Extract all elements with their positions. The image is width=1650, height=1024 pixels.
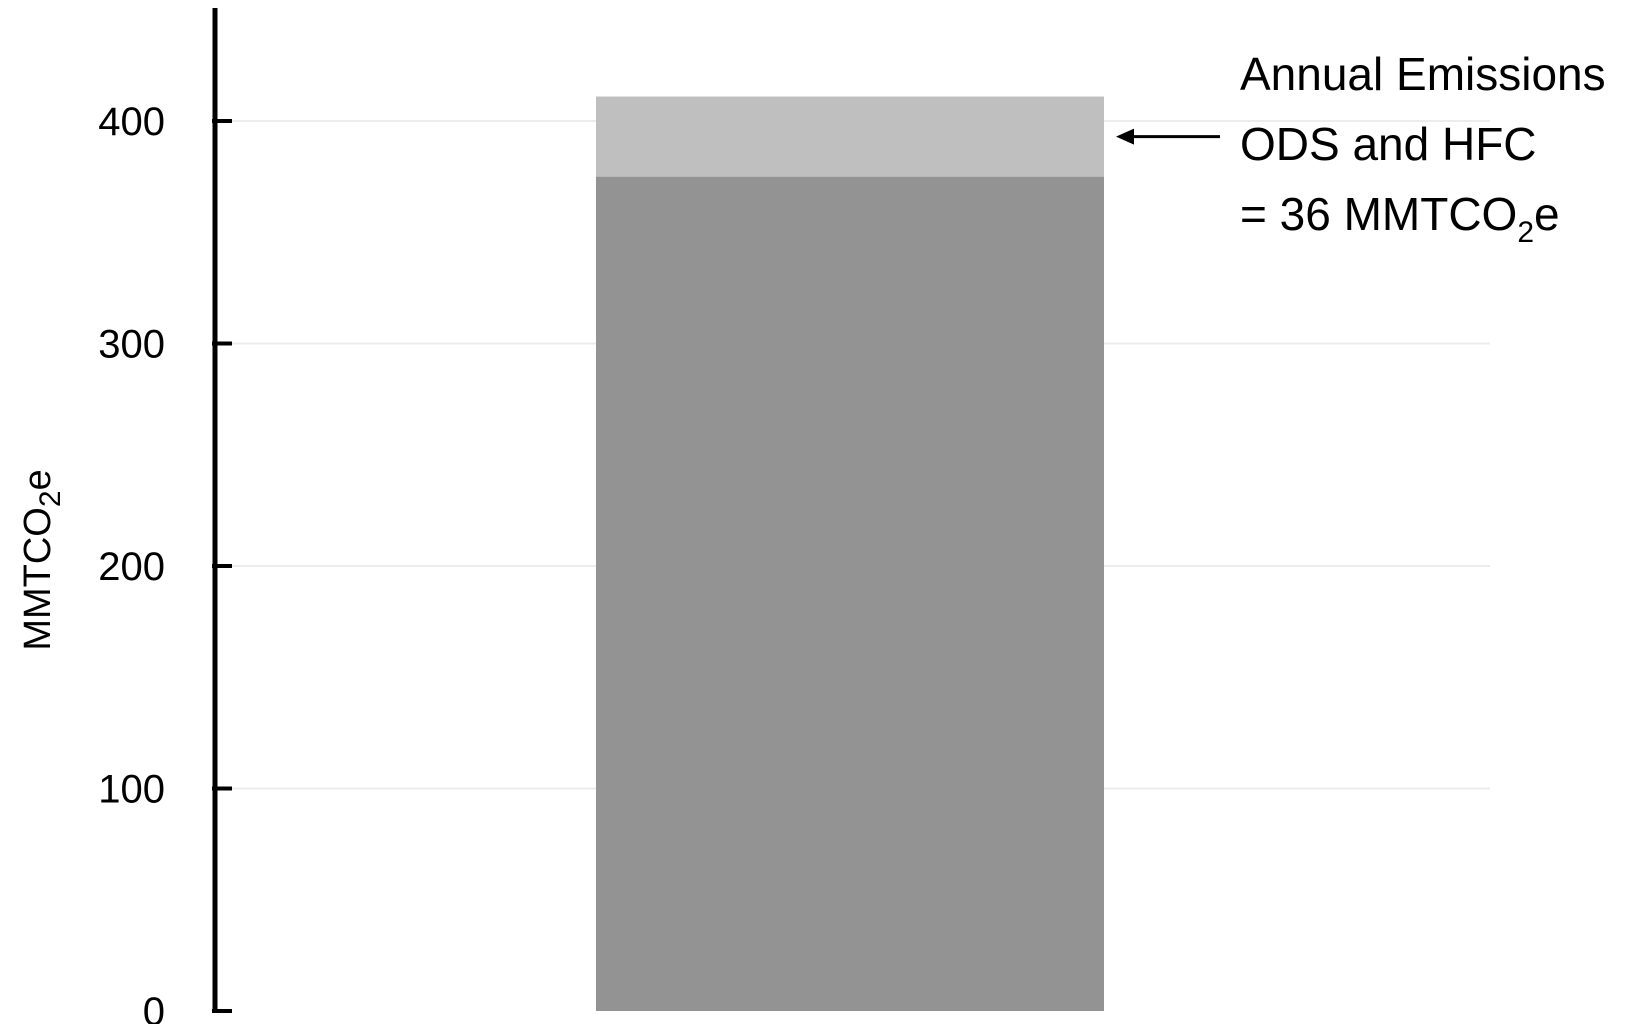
y-tick-label: 400 (98, 100, 165, 144)
y-axis-title: MMTCO2e (17, 469, 67, 650)
annotation-line-3-sub: 2 (1517, 216, 1534, 249)
annotation: Annual Emissions ODS and HFC = 36 MMTCO2… (1116, 48, 1606, 249)
bars (596, 96, 1104, 1011)
y-tick-label: 200 (98, 545, 165, 589)
y-tick-label: 300 (98, 323, 165, 367)
annotation-line-3: = 36 MMTCO2e (1240, 188, 1560, 249)
y-axis-title-tail: e (17, 469, 59, 490)
annotation-arrow-head (1116, 128, 1134, 145)
annotation-line-1: Annual Emissions (1240, 48, 1606, 100)
y-axis-title-sub: 2 (34, 490, 67, 507)
y-axis-title-main: MMTCO (17, 507, 59, 651)
annotation-line-3-pre: = 36 MMTCO (1240, 188, 1517, 240)
y-tick-label: 100 (98, 768, 165, 812)
y-ticks: 0 100 200 300 400 (98, 100, 232, 1024)
bar-segment-ods-hfc (596, 96, 1104, 177)
svg-text:MMTCO2e: MMTCO2e (17, 469, 67, 650)
annotation-line-3-post: e (1534, 188, 1560, 240)
annotation-line-2: ODS and HFC (1240, 118, 1537, 170)
bar-segment-base (596, 176, 1104, 1011)
y-tick-label: 0 (143, 990, 165, 1024)
